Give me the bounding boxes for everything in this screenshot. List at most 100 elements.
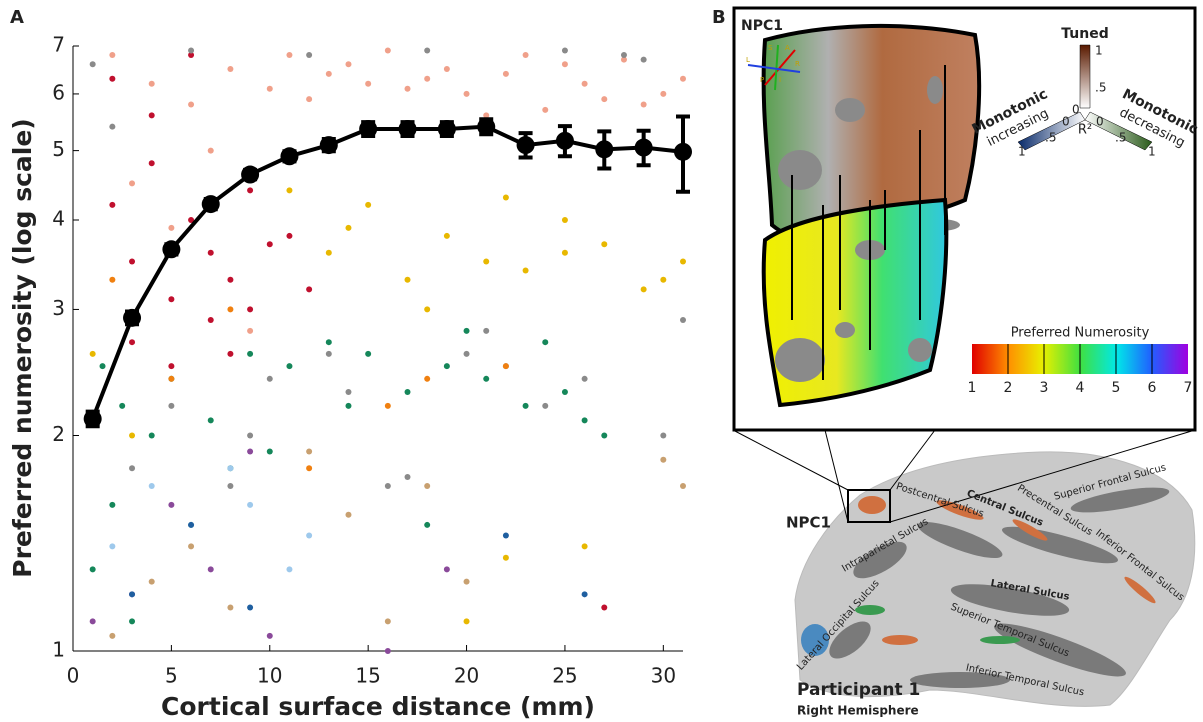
y-axis-label: Preferred numerosity (log scale) bbox=[8, 118, 37, 577]
connector-lines bbox=[791, 65, 946, 380]
scatter-point bbox=[640, 56, 647, 63]
mean-point bbox=[634, 138, 653, 157]
scatter-point bbox=[188, 101, 195, 108]
scatter-point bbox=[109, 501, 116, 508]
sulci bbox=[829, 487, 1170, 688]
scatter-point bbox=[168, 375, 175, 382]
scatter-point bbox=[247, 604, 254, 611]
scatter-point bbox=[247, 350, 254, 357]
scatter-point bbox=[266, 632, 273, 639]
compass-label: R bbox=[795, 60, 800, 68]
inset-title: NPC1 bbox=[741, 18, 783, 34]
mean-point bbox=[241, 165, 260, 184]
y-tick-label: 2 bbox=[52, 422, 65, 446]
compass-label: A bbox=[785, 44, 790, 52]
scatter-point bbox=[680, 258, 686, 265]
compass-label: P bbox=[760, 76, 764, 84]
scatter-point bbox=[109, 201, 116, 208]
scatter-point bbox=[581, 417, 588, 424]
scatter-point bbox=[581, 80, 588, 87]
scatter-point bbox=[99, 363, 106, 370]
x-tick-label: 30 bbox=[651, 664, 676, 688]
y-tick-label: 6 bbox=[52, 80, 65, 104]
scatter-point bbox=[522, 402, 529, 409]
y-tick-label: 1 bbox=[52, 638, 65, 662]
legend-tick: .5 bbox=[1045, 131, 1056, 145]
scatter-point bbox=[542, 106, 549, 113]
scatter-point bbox=[247, 306, 254, 313]
scatter-point bbox=[561, 47, 568, 54]
scatter-point bbox=[620, 56, 627, 63]
scatter-point bbox=[404, 276, 411, 283]
scatter-point bbox=[620, 52, 627, 59]
scatter-point bbox=[227, 350, 234, 357]
scatter-point bbox=[227, 483, 234, 490]
scatter-point bbox=[502, 532, 509, 539]
scatter-point bbox=[463, 578, 470, 585]
scatter-point bbox=[463, 90, 470, 97]
scatter-point bbox=[207, 249, 214, 256]
x-tick-label: 5 bbox=[165, 664, 178, 688]
scatter-point bbox=[483, 258, 490, 265]
mean-point bbox=[437, 119, 456, 138]
scatter-point bbox=[188, 521, 195, 528]
scatter-point bbox=[483, 375, 490, 382]
legend-tick: 0 bbox=[1072, 103, 1080, 117]
scatter-point bbox=[109, 543, 116, 550]
scatter-point bbox=[109, 276, 116, 283]
scatter-point bbox=[129, 618, 136, 625]
scatter-point bbox=[129, 339, 136, 346]
mean-point bbox=[83, 409, 102, 428]
scatter-point bbox=[463, 618, 470, 625]
scatter-point bbox=[109, 75, 116, 82]
scatter-point bbox=[345, 61, 352, 68]
mean-point bbox=[201, 195, 220, 214]
x-tick-label: 0 bbox=[67, 664, 80, 688]
scatter-point bbox=[561, 249, 568, 256]
panel-a: A Cortical surface distance (mm) Preferr… bbox=[8, 7, 692, 721]
mean-line bbox=[90, 124, 684, 420]
scatter-point bbox=[306, 52, 313, 59]
colorbar-tick-label: 1 bbox=[968, 380, 977, 396]
scatter-point bbox=[680, 75, 686, 82]
scatter-point bbox=[286, 187, 293, 194]
scatter-point bbox=[119, 402, 126, 409]
scatter-point bbox=[365, 201, 372, 208]
scatter-point bbox=[502, 554, 509, 561]
scatter-point bbox=[306, 448, 313, 455]
scatter-point bbox=[443, 566, 450, 573]
compass-label: I bbox=[779, 76, 781, 84]
legend-tick: 1 bbox=[1018, 145, 1026, 159]
scatter-point bbox=[463, 327, 470, 334]
participant-label: Participant 1 bbox=[797, 680, 920, 700]
scatter-point bbox=[404, 85, 411, 92]
mean-point bbox=[123, 308, 142, 327]
scatter-point bbox=[188, 52, 195, 59]
mean-point bbox=[516, 136, 535, 155]
scatter-point bbox=[129, 432, 136, 439]
scatter-point bbox=[227, 465, 234, 472]
scatter-point bbox=[443, 66, 450, 73]
x-tick-label: 10 bbox=[257, 664, 282, 688]
scatter-point bbox=[463, 350, 470, 357]
scatter-point bbox=[227, 276, 234, 283]
panel-label: B bbox=[712, 7, 726, 28]
scatter-point bbox=[542, 339, 549, 346]
scatter-point bbox=[502, 70, 509, 77]
scatter-point bbox=[384, 47, 391, 54]
scatter-point bbox=[424, 375, 431, 382]
scatter-point bbox=[207, 316, 214, 323]
scatter-point bbox=[227, 306, 234, 313]
scatter-point bbox=[188, 47, 195, 54]
scatter-point bbox=[660, 456, 667, 463]
scatter-point bbox=[168, 224, 175, 231]
scatter-point bbox=[483, 112, 490, 119]
scatter-point bbox=[424, 75, 431, 82]
mean-point bbox=[359, 119, 378, 138]
scatter-point bbox=[640, 101, 647, 108]
scatter-point bbox=[148, 432, 155, 439]
colorbar-tick-label: 2 bbox=[1004, 380, 1013, 396]
scatter-point bbox=[640, 286, 647, 293]
scatter-point bbox=[286, 566, 293, 573]
